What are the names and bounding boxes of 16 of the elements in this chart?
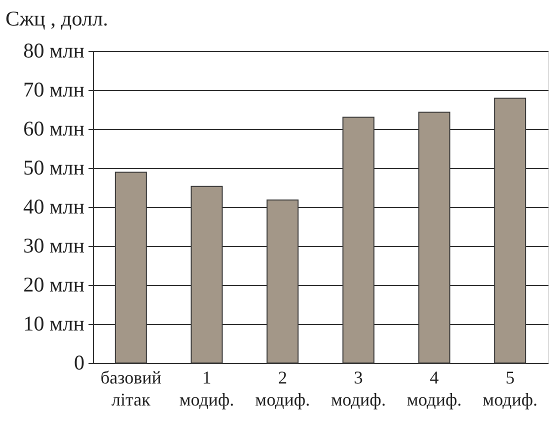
y-tick-label: 60 млн <box>23 116 84 140</box>
x-tick-label: 5 модиф. <box>482 368 538 410</box>
x-tick-label: 3 модиф. <box>331 368 386 410</box>
y-tick-label: 70 млн <box>23 78 84 102</box>
y-tick-label: 50 млн <box>23 156 84 180</box>
y-tick-label: 0 <box>74 350 84 374</box>
y-tick-label: 80 млн <box>23 38 84 62</box>
x-tick-label: 1 модиф. <box>179 368 234 410</box>
y-axis-title: Cжц , долл. <box>6 6 108 30</box>
y-tick-label: 40 млн <box>23 194 84 218</box>
y-tick-label: 10 млн <box>23 312 84 336</box>
x-tick-label: базовий літак <box>100 368 162 410</box>
x-tick-label: 4 модиф. <box>406 368 462 410</box>
x-tick-label: 2 модиф. <box>255 368 310 410</box>
y-tick-label: 30 млн <box>23 234 84 258</box>
y-tick-label: 20 млн <box>23 272 84 296</box>
